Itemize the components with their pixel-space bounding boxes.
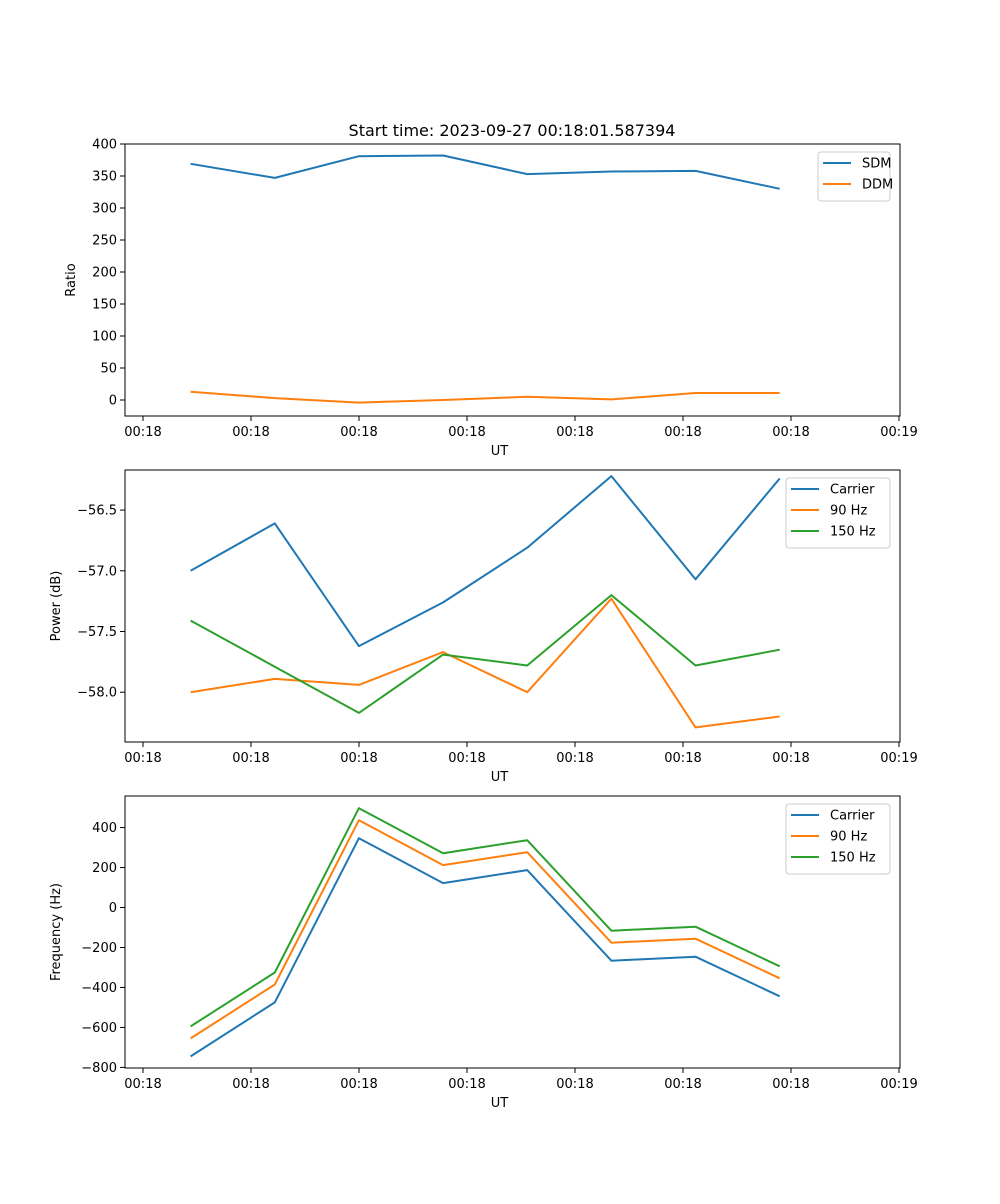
x-tick-label: 00:18 xyxy=(340,751,377,766)
legend-label: 150 Hz xyxy=(830,525,876,540)
y-tick-label: 250 xyxy=(92,234,117,249)
x-tick-label: 00:18 xyxy=(232,1077,269,1092)
legend-label: SDM xyxy=(862,157,891,172)
y-tick-label: −200 xyxy=(81,941,117,956)
legend-label: Carrier xyxy=(830,483,875,498)
axes-frame xyxy=(125,144,900,416)
y-tick-label: 200 xyxy=(92,266,117,281)
x-tick-label: 00:18 xyxy=(448,1077,485,1092)
x-tick-label: 00:18 xyxy=(448,425,485,440)
x-tick-label: 00:18 xyxy=(124,751,161,766)
x-tick-label: 00:18 xyxy=(664,425,701,440)
legend-label: Carrier xyxy=(830,809,875,824)
x-tick-label: 00:19 xyxy=(880,425,917,440)
series-line-carrier xyxy=(191,476,780,646)
x-tick-label: 00:18 xyxy=(232,751,269,766)
x-axis-label: UT xyxy=(491,1096,509,1111)
x-tick-label: 00:18 xyxy=(124,1077,161,1092)
y-tick-label: 350 xyxy=(92,170,117,185)
x-tick-label: 00:18 xyxy=(124,425,161,440)
x-tick-label: 00:18 xyxy=(232,425,269,440)
y-tick-label: 150 xyxy=(92,298,117,313)
x-tick-label: 00:18 xyxy=(664,1077,701,1092)
x-tick-label: 00:19 xyxy=(880,1077,917,1092)
chart-panel-1: 0 50 100 150 200 250 300 350 400 00:18 00:18 00:18 0… xyxy=(64,138,918,460)
legend-label: 90 Hz xyxy=(830,504,867,519)
y-axis-label: Ratio xyxy=(64,263,79,296)
y-tick-label: 200 xyxy=(92,861,117,876)
legend: Carrier 90 Hz 150 Hz xyxy=(786,478,890,548)
x-tick-label: 00:18 xyxy=(556,751,593,766)
series-line-carrier xyxy=(191,838,780,1056)
y-tick-label: 0 xyxy=(109,901,117,916)
x-tick-label: 00:18 xyxy=(772,425,809,440)
x-tick-label: 00:18 xyxy=(556,1077,593,1092)
series-line-sdm xyxy=(191,156,780,189)
y-tick-label: 100 xyxy=(92,330,117,345)
series-line-90-hz xyxy=(191,820,780,1038)
x-tick-label: 00:18 xyxy=(340,425,377,440)
x-tick-label: 00:18 xyxy=(664,751,701,766)
chart-panel-2: −58.0 −57.5 −57.0 −56.5 00:18 00:18 00:18 00:18… xyxy=(49,470,918,785)
x-tick-label: 00:19 xyxy=(880,751,917,766)
chart-panel-3: −800 −600 −400 −200 0 200 400 00:18 00:18 00:18 00… xyxy=(49,796,918,1111)
legend: Carrier 90 Hz 150 Hz xyxy=(786,804,890,874)
x-tick-label: 00:18 xyxy=(556,425,593,440)
legend-label: 90 Hz xyxy=(830,830,867,845)
y-axis-label: Power (dB) xyxy=(49,571,64,642)
y-tick-label: 400 xyxy=(92,821,117,836)
x-axis-label: UT xyxy=(491,770,509,785)
series-line-ddm xyxy=(191,392,780,403)
y-axis-label: Frequency (Hz) xyxy=(49,883,64,981)
y-tick-label: −56.5 xyxy=(77,504,117,519)
y-tick-label: −400 xyxy=(81,981,117,996)
chart-title: Start time: 2023-09-27 00:18:01.587394 xyxy=(349,121,676,140)
y-tick-label: −57.5 xyxy=(77,625,117,640)
legend-label: DDM xyxy=(862,178,893,193)
legend-label: 150 Hz xyxy=(830,851,876,866)
y-tick-label: −57.0 xyxy=(77,564,117,579)
y-tick-label: 400 xyxy=(92,138,117,153)
y-tick-label: −800 xyxy=(81,1061,117,1076)
y-tick-label: −58.0 xyxy=(77,686,117,701)
x-tick-label: 00:18 xyxy=(340,1077,377,1092)
legend: SDM DDM xyxy=(818,152,893,201)
x-axis-label: UT xyxy=(491,444,509,459)
y-tick-label: 300 xyxy=(92,202,117,217)
x-tick-label: 00:18 xyxy=(772,751,809,766)
y-tick-label: 50 xyxy=(100,362,117,377)
x-tick-label: 00:18 xyxy=(772,1077,809,1092)
series-line-150-hz xyxy=(191,595,780,713)
y-tick-label: −600 xyxy=(81,1021,117,1036)
axes-frame xyxy=(125,470,900,742)
x-tick-label: 00:18 xyxy=(448,751,485,766)
axes-frame xyxy=(125,796,900,1068)
y-tick-label: 0 xyxy=(109,394,117,409)
